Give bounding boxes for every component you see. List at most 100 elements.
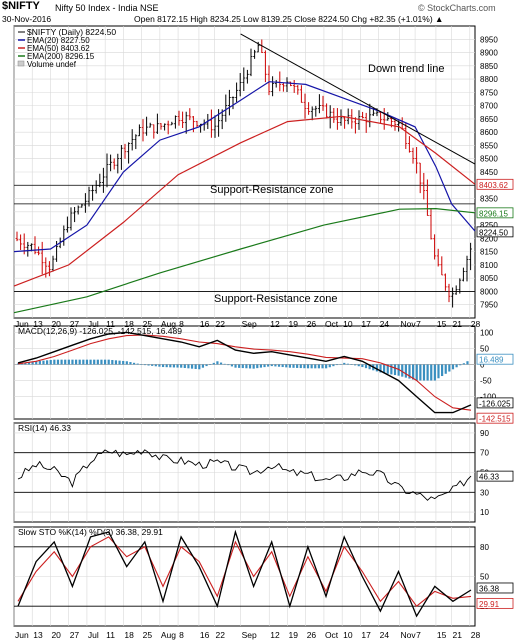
bottom-x-tick-label: 16 (200, 630, 210, 640)
macd-histogram-bar (35, 361, 38, 365)
rsi-y-tick-label: 90 (480, 429, 489, 438)
macd-histogram-bar (408, 364, 411, 379)
macd-histogram-bar (354, 364, 357, 366)
macd-histogram-bar (227, 364, 230, 366)
macd-histogram-bar (180, 364, 183, 368)
macd-histogram-bar (437, 364, 440, 379)
macd-histogram-bar (321, 364, 324, 369)
macd-histogram-bar (430, 364, 433, 381)
price-y-tick-label: 8000 (480, 287, 498, 296)
rsi-line (17, 449, 472, 501)
macd-histogram-bar (82, 359, 85, 365)
macd-histogram-bar (158, 364, 161, 367)
macd-histogram-bar (375, 364, 378, 372)
macd-signal-value-tag-box (476, 412, 514, 424)
macd-histogram-bar (245, 364, 248, 369)
macd-histogram-bar (60, 359, 63, 365)
macd-histogram-bar (172, 364, 176, 368)
sto-k-value-tag: 36.38 (479, 584, 500, 593)
macd-histogram-bar (161, 364, 165, 368)
price-x-tick-label: 18 (124, 319, 134, 329)
macd-histogram-bar (412, 364, 415, 380)
macd-histogram-bar (147, 364, 150, 366)
rsi-y-tick-label: 10 (480, 508, 489, 517)
symbol-title: $NIFTY (2, 0, 40, 12)
macd-histogram-bar (111, 359, 114, 365)
macd-histogram-bar (125, 361, 128, 365)
rsi-y-tick-label: 30 (480, 488, 489, 497)
macd-histogram-bar (49, 359, 52, 365)
rsi-y-tick-label: 70 (480, 449, 489, 458)
price-y-tick-label: 8250 (480, 221, 498, 230)
macd-histogram-bar (364, 364, 368, 369)
macd-signal-value-tag: -142.515 (479, 415, 511, 424)
macd-histogram-bar (415, 364, 418, 381)
macd-histogram-bar (100, 359, 103, 365)
macd-hist-value-tag-box (476, 353, 514, 365)
macd-histogram-bar (212, 362, 215, 365)
legend-ema50: EMA(50) 8403.62 (27, 44, 90, 53)
bottom-x-tick-label: 8 (179, 630, 184, 640)
price-y-tick-label: 8600 (480, 128, 498, 137)
price-x-tick-label: 7 (416, 319, 421, 329)
macd-histogram-bar (383, 364, 386, 374)
macd-histogram-bar (132, 362, 136, 365)
bottom-x-tick-label: Sep (242, 630, 257, 640)
sto-y-tick-label: 80 (480, 543, 489, 552)
legend-ema20: EMA(20) 8227.50 (27, 36, 90, 45)
macd-y-tick-label: 50 (480, 344, 489, 353)
bottom-x-tick-label: 17 (361, 630, 371, 640)
bottom-x-tick-label: 22 (216, 630, 226, 640)
macd-histogram-bar (306, 364, 310, 369)
price-y-tick-label: 8950 (480, 35, 498, 44)
price-x-tick-label: Oct (325, 319, 339, 329)
price-x-tick-label: 16 (200, 319, 210, 329)
ema50-line (13, 115, 476, 287)
price-x-tick-label: 12 (270, 319, 280, 329)
price-x-tick-label: 25 (143, 319, 153, 329)
macd-histogram-bar (56, 359, 60, 365)
legend-ema200: EMA(200) 8296.15 (27, 52, 95, 61)
macd-histogram-bar (238, 364, 241, 368)
macd-histogram-bar (325, 364, 328, 369)
macd-histogram-bar (198, 364, 201, 370)
macd-histogram-bar (401, 364, 404, 377)
macd-histogram-bar (441, 364, 444, 377)
macd-histogram-bar (386, 364, 389, 374)
macd-histogram-bar (361, 364, 364, 368)
macd-histogram-bar (422, 364, 426, 381)
macd-histogram-bar (53, 359, 56, 365)
macd-histogram-bar (404, 364, 407, 378)
price-x-tick-label: 17 (361, 319, 371, 329)
price-y-tick-label: 8750 (480, 88, 498, 97)
price-y-tick-label: 8550 (480, 141, 498, 150)
macd-histogram-bar (292, 364, 295, 368)
macd-histogram-bar (241, 364, 244, 369)
price-x-tick-label: 13 (33, 319, 43, 329)
macd-histogram-bar (205, 364, 208, 367)
price-x-tick-label: Nov (400, 319, 416, 329)
macd-histogram-bar (397, 364, 400, 376)
macd-y-tick-label: -50 (480, 377, 492, 386)
macd-histogram-bar (93, 359, 96, 365)
macd-histogram-bar (219, 362, 223, 365)
ema200-value-tag: 8296.15 (479, 209, 508, 218)
bottom-x-tick-label: 19 (288, 630, 298, 640)
macd-histogram-bar (194, 364, 197, 369)
ema200-value-tag-box (476, 207, 514, 219)
price-y-tick-label: 8150 (480, 248, 498, 257)
macd-histogram-bar (103, 359, 107, 365)
macd-histogram-bar (176, 364, 179, 368)
legend-volume: Volume undef (27, 60, 77, 69)
macd-histogram-bar (71, 359, 74, 365)
macd-histogram-bar (299, 364, 302, 369)
macd-histogram-bar (368, 364, 371, 370)
macd-histogram-bar (259, 364, 263, 368)
macd-histogram-bar (335, 364, 339, 366)
bottom-x-tick-label: Oct (325, 630, 339, 640)
rsi-panel-label: RSI(14) 46.33 (18, 423, 71, 433)
macd-signal-line (17, 334, 472, 411)
stockcharts-watermark: © StockCharts.com (418, 3, 496, 13)
bottom-x-tick-label: 10 (343, 630, 353, 640)
macd-histogram-bar (38, 360, 41, 365)
